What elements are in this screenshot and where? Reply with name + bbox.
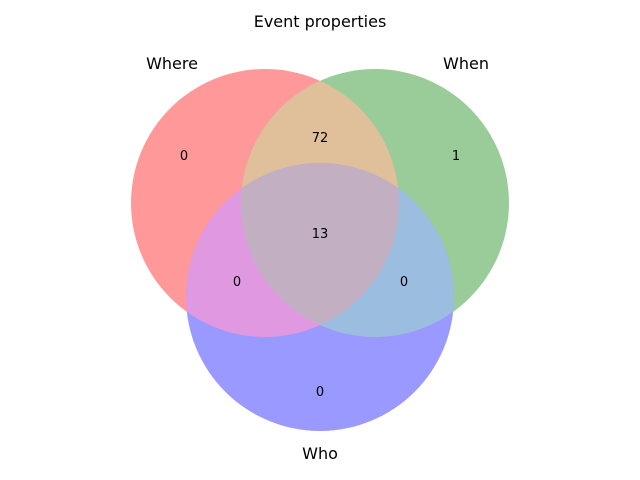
region-when-who: 0 <box>400 275 408 290</box>
region-where-only: 0 <box>180 149 188 164</box>
set-label-when: When <box>443 54 489 73</box>
region-who-only: 0 <box>316 385 324 400</box>
region-all: 13 <box>312 227 329 242</box>
region-when-only: 1 <box>452 149 460 164</box>
set-label-who: Who <box>302 444 338 463</box>
set-label-where: Where <box>146 54 198 73</box>
region-where-when: 72 <box>312 131 329 146</box>
chart-title: Event properties <box>254 12 387 31</box>
region-where-who: 0 <box>233 275 241 290</box>
overlap-all <box>241 163 399 337</box>
